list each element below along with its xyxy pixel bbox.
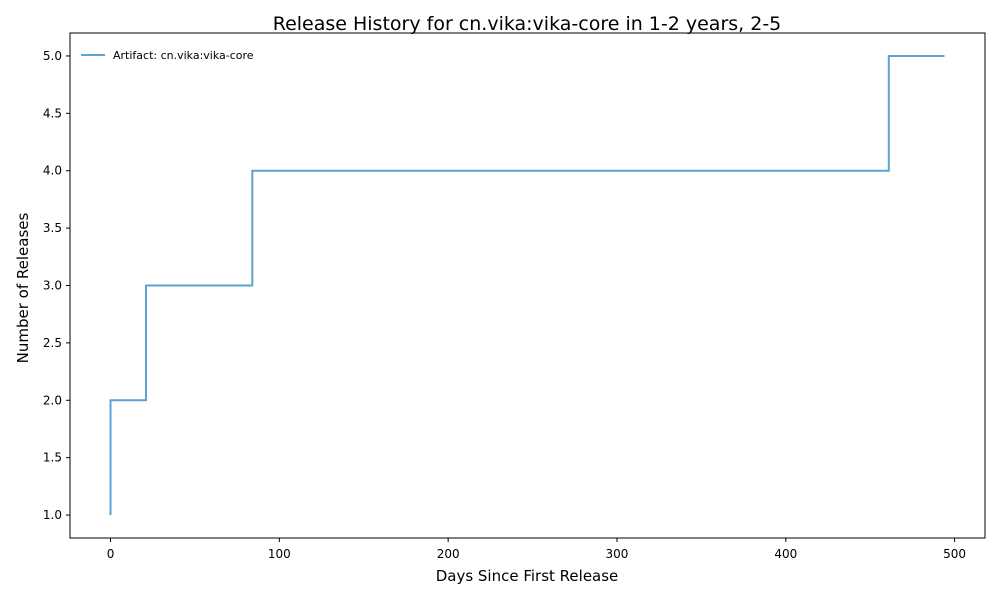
x-tick-label: 100 (268, 547, 291, 561)
y-tick-label: 3.5 (43, 221, 62, 235)
x-axis-label: Days Since First Release (436, 567, 619, 585)
y-tick-label: 5.0 (43, 49, 62, 63)
x-tick-label: 300 (606, 547, 629, 561)
legend: Artifact: cn.vika:vika-core (81, 49, 254, 62)
legend-label: Artifact: cn.vika:vika-core (113, 49, 254, 62)
y-axis-label: Number of Releases (14, 212, 32, 363)
y-tick-label: 1.0 (43, 508, 62, 522)
y-tick-label: 2.5 (43, 336, 62, 350)
x-tick-label: 500 (943, 547, 966, 561)
x-tick-label: 200 (437, 547, 460, 561)
y-tick-label: 3.0 (43, 279, 62, 293)
x-tick-label: 400 (774, 547, 797, 561)
y-tick-label: 1.5 (43, 451, 62, 465)
series-step-line (109, 54, 945, 516)
x-axis-ticks: 0 100 200 300 400 500 (107, 538, 966, 561)
series-layer (109, 54, 945, 516)
plot-frame (69, 32, 986, 539)
chart-title: Release History for cn.vika:vika-core in… (273, 13, 782, 35)
y-tick-label: 4.0 (43, 164, 62, 178)
y-tick-label: 2.0 (43, 393, 62, 407)
y-tick-label: 4.5 (43, 106, 62, 120)
y-axis-ticks: 1.0 1.5 2.0 2.5 3.0 3.5 4.0 4.5 5.0 (43, 49, 70, 522)
x-tick-label: 0 (107, 547, 115, 561)
